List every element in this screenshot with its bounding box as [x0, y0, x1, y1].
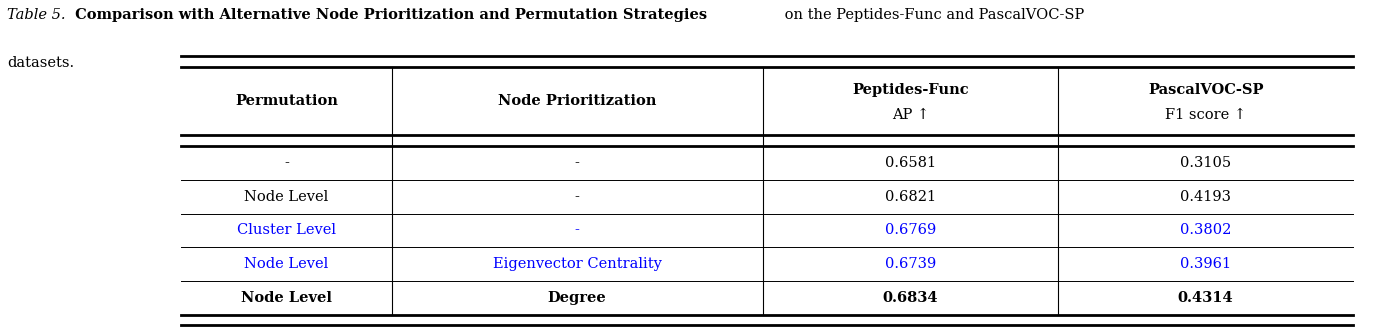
Text: 0.3961: 0.3961	[1180, 257, 1231, 271]
Text: Degree: Degree	[548, 291, 606, 305]
Text: 0.6769: 0.6769	[885, 223, 936, 237]
Text: PascalVOC-SP: PascalVOC-SP	[1147, 83, 1264, 97]
Text: 0.4314: 0.4314	[1178, 291, 1234, 305]
Text: AP ↑: AP ↑	[892, 108, 929, 122]
Text: 0.6581: 0.6581	[885, 156, 936, 170]
Text: F1 score ↑: F1 score ↑	[1165, 108, 1246, 122]
Text: 0.3105: 0.3105	[1180, 156, 1231, 170]
Text: -: -	[284, 156, 289, 170]
Text: -: -	[574, 223, 580, 237]
Text: Cluster Level: Cluster Level	[236, 223, 337, 237]
Text: Comparison with Alternative Node Prioritization and Permutation Strategies: Comparison with Alternative Node Priorit…	[70, 8, 708, 22]
Text: Node Level: Node Level	[245, 190, 328, 204]
Text: -: -	[574, 156, 580, 170]
Text: Node Prioritization: Node Prioritization	[497, 94, 657, 108]
Text: Table 5.: Table 5.	[7, 8, 66, 22]
Text: 0.6739: 0.6739	[885, 257, 936, 271]
Text: 0.6821: 0.6821	[885, 190, 936, 204]
Text: 0.3802: 0.3802	[1180, 223, 1231, 237]
Text: Node Level: Node Level	[240, 291, 333, 305]
Text: Eigenvector Centrality: Eigenvector Centrality	[493, 257, 661, 271]
Text: Peptides-Func: Peptides-Func	[852, 83, 969, 97]
Text: Node Level: Node Level	[245, 257, 328, 271]
Text: 0.6834: 0.6834	[882, 291, 938, 305]
Text: on the Peptides-Func and PascalVOC-SP: on the Peptides-Func and PascalVOC-SP	[780, 8, 1084, 22]
Text: -: -	[574, 190, 580, 204]
Text: Permutation: Permutation	[235, 94, 338, 108]
Text: datasets.: datasets.	[7, 56, 74, 70]
Text: 0.4193: 0.4193	[1180, 190, 1231, 204]
